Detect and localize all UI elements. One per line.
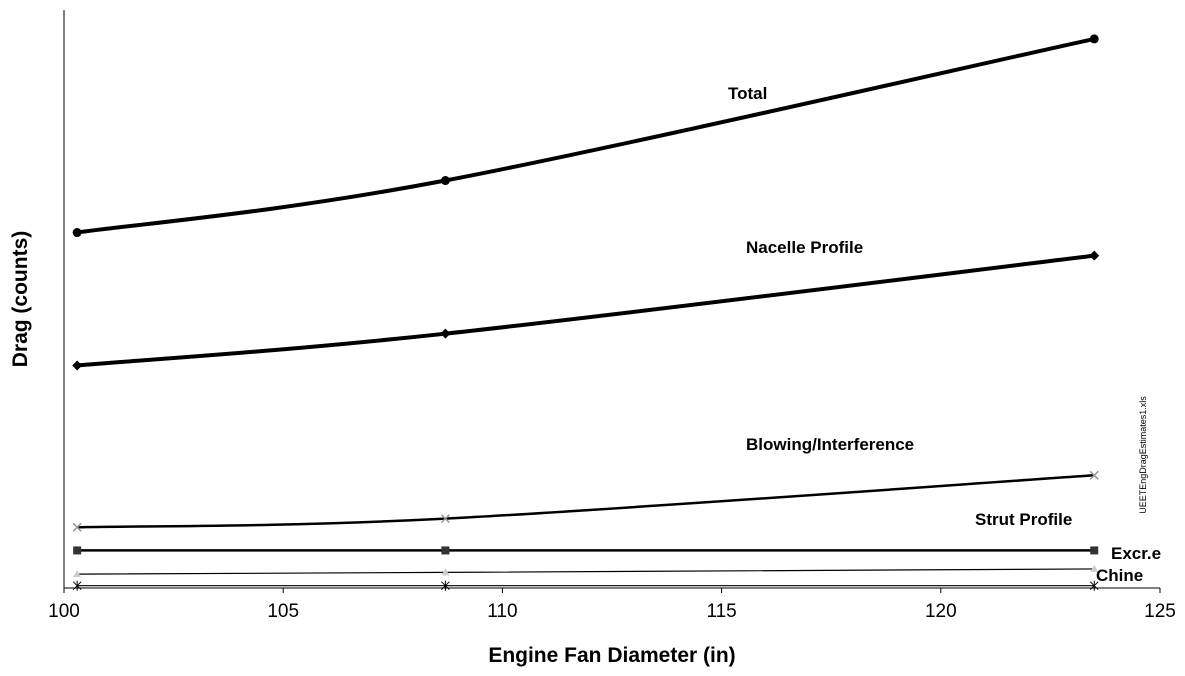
series-layer	[72, 34, 1100, 591]
series-line-nacelle-profile	[76, 253, 1095, 368]
x-tick-label: 115	[706, 601, 736, 622]
data-point-blowing-interference	[440, 514, 450, 524]
series-line-blowing-interference	[77, 474, 1095, 529]
series-label-strut-profile: Strut Profile	[975, 510, 1072, 529]
data-point-total	[440, 176, 450, 186]
series-labels: Total Nacelle Profile Blowing/Interference…	[728, 84, 1161, 585]
axes	[63, 10, 1160, 589]
data-point-strut-profile	[441, 546, 450, 555]
data-point-nacelle-profile	[1089, 250, 1100, 261]
data-point-total	[1089, 34, 1099, 44]
marker-stroke	[1089, 470, 1099, 480]
marker-stroke	[440, 514, 450, 524]
data-point-excr-e	[1090, 564, 1099, 572]
x-axis-title: Engine Fan Diameter (in)	[488, 644, 735, 667]
file-watermark: UEETEngDragEstimates1.xls	[1138, 396, 1148, 514]
x-ticks: 100 105 110 115 120 125	[48, 588, 1176, 622]
data-point-strut-profile	[1090, 546, 1099, 555]
x-tick-label: 100	[48, 601, 80, 622]
data-point-total	[72, 228, 82, 238]
x-tick-label: 110	[487, 601, 517, 622]
y-axis-title: Drag (counts)	[9, 231, 32, 368]
series-line-total	[76, 36, 1095, 235]
data-point-chine	[1089, 580, 1099, 591]
x-tick-label: 125	[1144, 601, 1176, 622]
series-label-excr-e: Excr.e	[1111, 544, 1161, 563]
series-label-chine: Chine	[1096, 566, 1143, 585]
data-point-chine	[441, 580, 450, 591]
x-tick-label: 120	[925, 601, 957, 622]
data-point-chine	[72, 580, 82, 591]
data-point-excr-e	[73, 570, 82, 578]
x-tick-label: 105	[267, 601, 299, 622]
data-point-nacelle-profile	[440, 328, 451, 339]
series-label-blowing-interference: Blowing/Interference	[746, 435, 914, 454]
data-point-excr-e	[441, 568, 450, 576]
series-label-nacelle-profile: Nacelle Profile	[746, 238, 863, 257]
data-point-blowing-interference	[1089, 470, 1099, 480]
marker-stroke	[72, 522, 82, 532]
data-point-strut-profile	[73, 546, 82, 555]
data-point-nacelle-profile	[72, 360, 83, 371]
data-point-blowing-interference	[72, 522, 82, 532]
series-line-excr-e	[77, 568, 1095, 575]
series-label-total: Total	[728, 84, 767, 103]
